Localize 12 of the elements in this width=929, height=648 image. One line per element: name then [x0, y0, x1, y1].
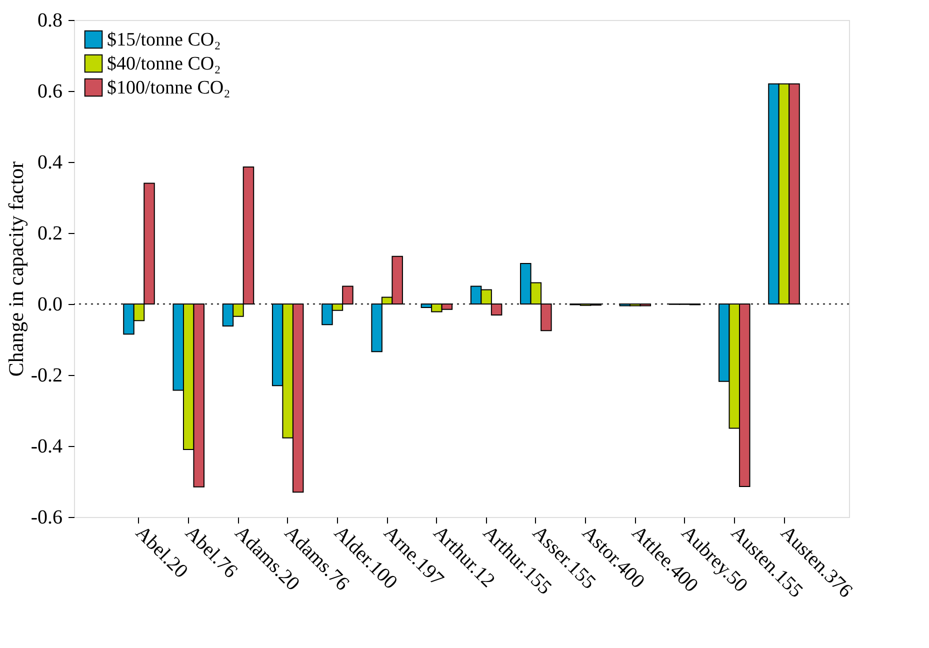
y-tick-label: 0.6 [38, 80, 62, 102]
y-tick-label: -0.4 [30, 436, 62, 458]
y-tick-label: 0.2 [38, 222, 62, 244]
y-axis-title: Change in capacity factor [4, 161, 28, 377]
y-tick-label: -0.2 [30, 364, 62, 386]
y-tick-label: 0.4 [38, 152, 62, 174]
legend-label: $15/tonne CO₂ [107, 30, 221, 50]
y-tick-label: -0.6 [30, 506, 62, 528]
legend-label: $100/tonne CO₂ [107, 78, 230, 98]
legend-label: $40/tonne CO₂ [107, 54, 221, 74]
y-tick-label: 0.8 [38, 10, 62, 32]
y-tick-label: 0.0 [38, 294, 62, 316]
